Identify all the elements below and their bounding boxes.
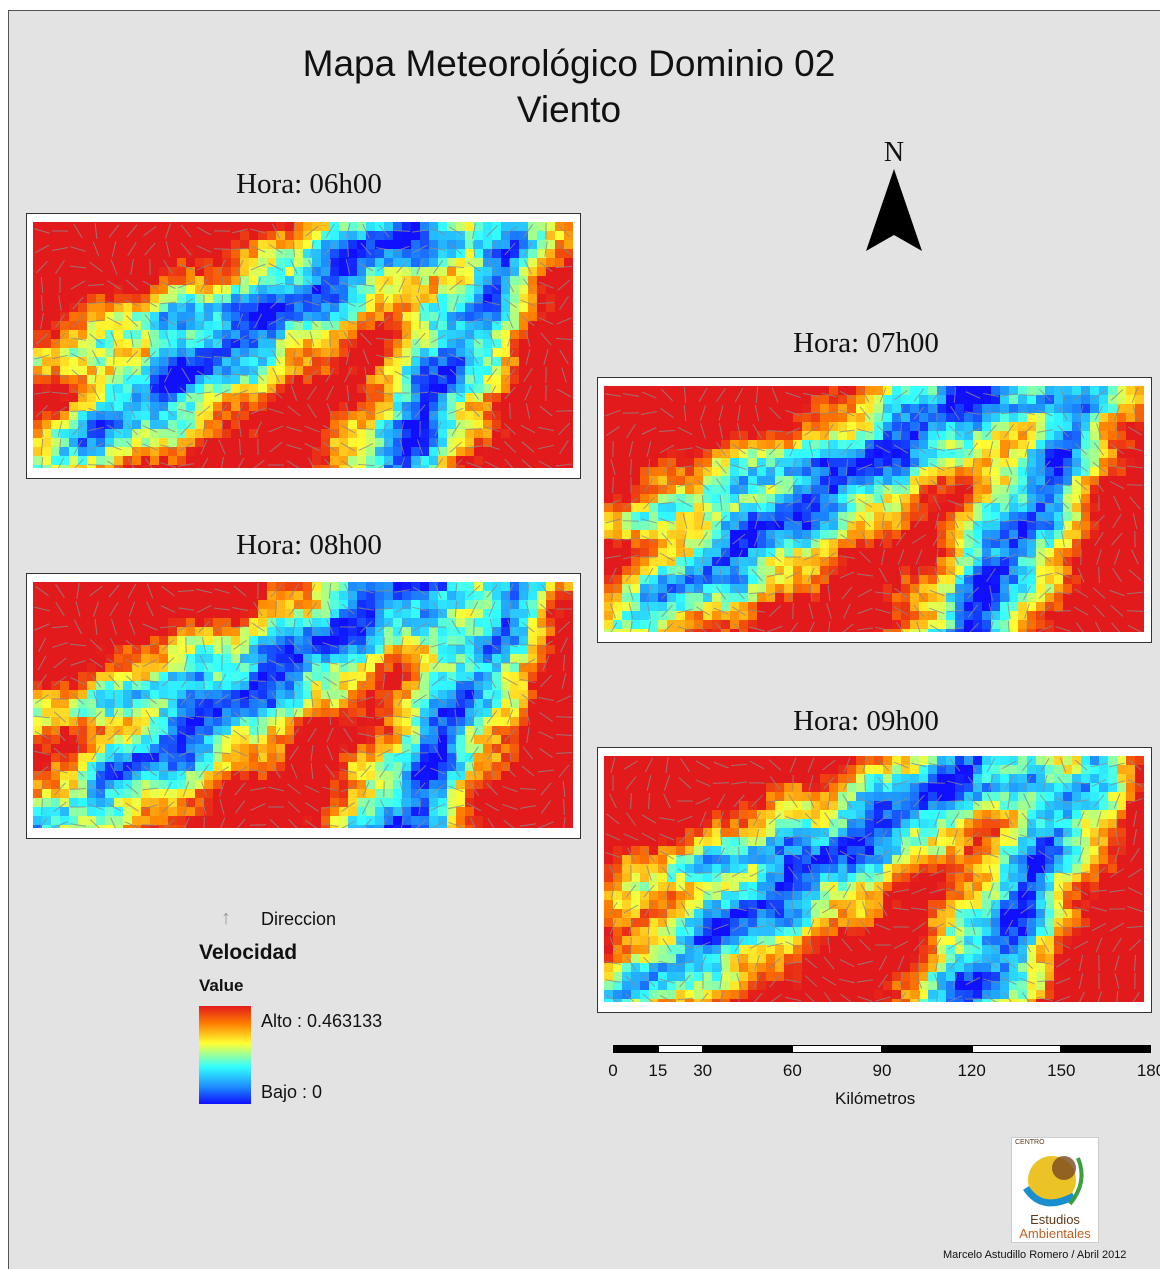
legend-direction-label: Direccion [261, 909, 336, 930]
legend: ↑ Direccion Velocidad Value Alto : 0.463… [199, 901, 459, 1121]
scale-tick-label: 90 [862, 1061, 902, 1081]
legend-high-label: Alto : 0.463133 [261, 1011, 382, 1032]
scale-tick-label: 30 [683, 1061, 723, 1081]
scale-segment [792, 1045, 882, 1053]
logo-line-1: Estudios [1012, 1212, 1098, 1227]
wind-raster [33, 222, 573, 468]
panel-label-06h00: Hora: 06h00 [194, 168, 424, 201]
map-title: Mapa Meteorológico Dominio 02 Viento [9, 41, 1129, 133]
panel-label-09h00: Hora: 09h00 [751, 705, 981, 738]
map-panel-07h00 [597, 377, 1152, 643]
scale-segment [703, 1045, 793, 1053]
legend-velocity-label: Velocidad [199, 941, 297, 965]
legend-low-label: Bajo : 0 [261, 1082, 322, 1103]
scale-tick-label: 180 [1131, 1061, 1160, 1081]
scale-segment [882, 1045, 972, 1053]
scale-unit-label: Kilómetros [835, 1089, 915, 1109]
title-line-2: Viento [9, 87, 1129, 133]
legend-value-label: Value [199, 976, 243, 996]
author-credit: Marcelo Astudillo Romero / Abril 2012 [943, 1249, 1126, 1261]
title-line-1: Mapa Meteorológico Dominio 02 [9, 41, 1129, 87]
panel-label-08h00: Hora: 08h00 [194, 529, 424, 562]
scale-segment [1061, 1045, 1151, 1053]
wind-raster [604, 756, 1144, 1002]
scale-tick-label: 0 [593, 1061, 633, 1081]
direction-arrow-icon: ↑ [221, 907, 231, 930]
map-panel-08h00 [26, 573, 581, 839]
logo-line-2: Ambientales [1012, 1226, 1098, 1241]
scale-segment [658, 1045, 703, 1053]
map-panel-09h00 [597, 747, 1152, 1013]
wind-raster [604, 386, 1144, 632]
scale-segment [972, 1045, 1062, 1053]
scale-tick-label: 60 [772, 1061, 812, 1081]
legend-color-ramp [199, 1006, 251, 1104]
map-panel-06h00 [26, 213, 581, 479]
map-sheet: Mapa Meteorológico Dominio 02 Viento Hor… [8, 10, 1160, 1269]
logo: CENTRO Estudios Ambientales [1011, 1137, 1099, 1243]
scale-tick-label: 120 [952, 1061, 992, 1081]
north-arrow: N [859, 137, 929, 267]
panel-label-07h00: Hora: 07h00 [751, 327, 981, 360]
wind-raster [33, 582, 573, 828]
scale-tick-label: 150 [1041, 1061, 1081, 1081]
scale-tick-label: 15 [638, 1061, 678, 1081]
scale-bar: Kilómetros 015306090120150180 [605, 1045, 1160, 1115]
scale-segment [613, 1045, 658, 1053]
north-arrow-icon [859, 137, 929, 267]
